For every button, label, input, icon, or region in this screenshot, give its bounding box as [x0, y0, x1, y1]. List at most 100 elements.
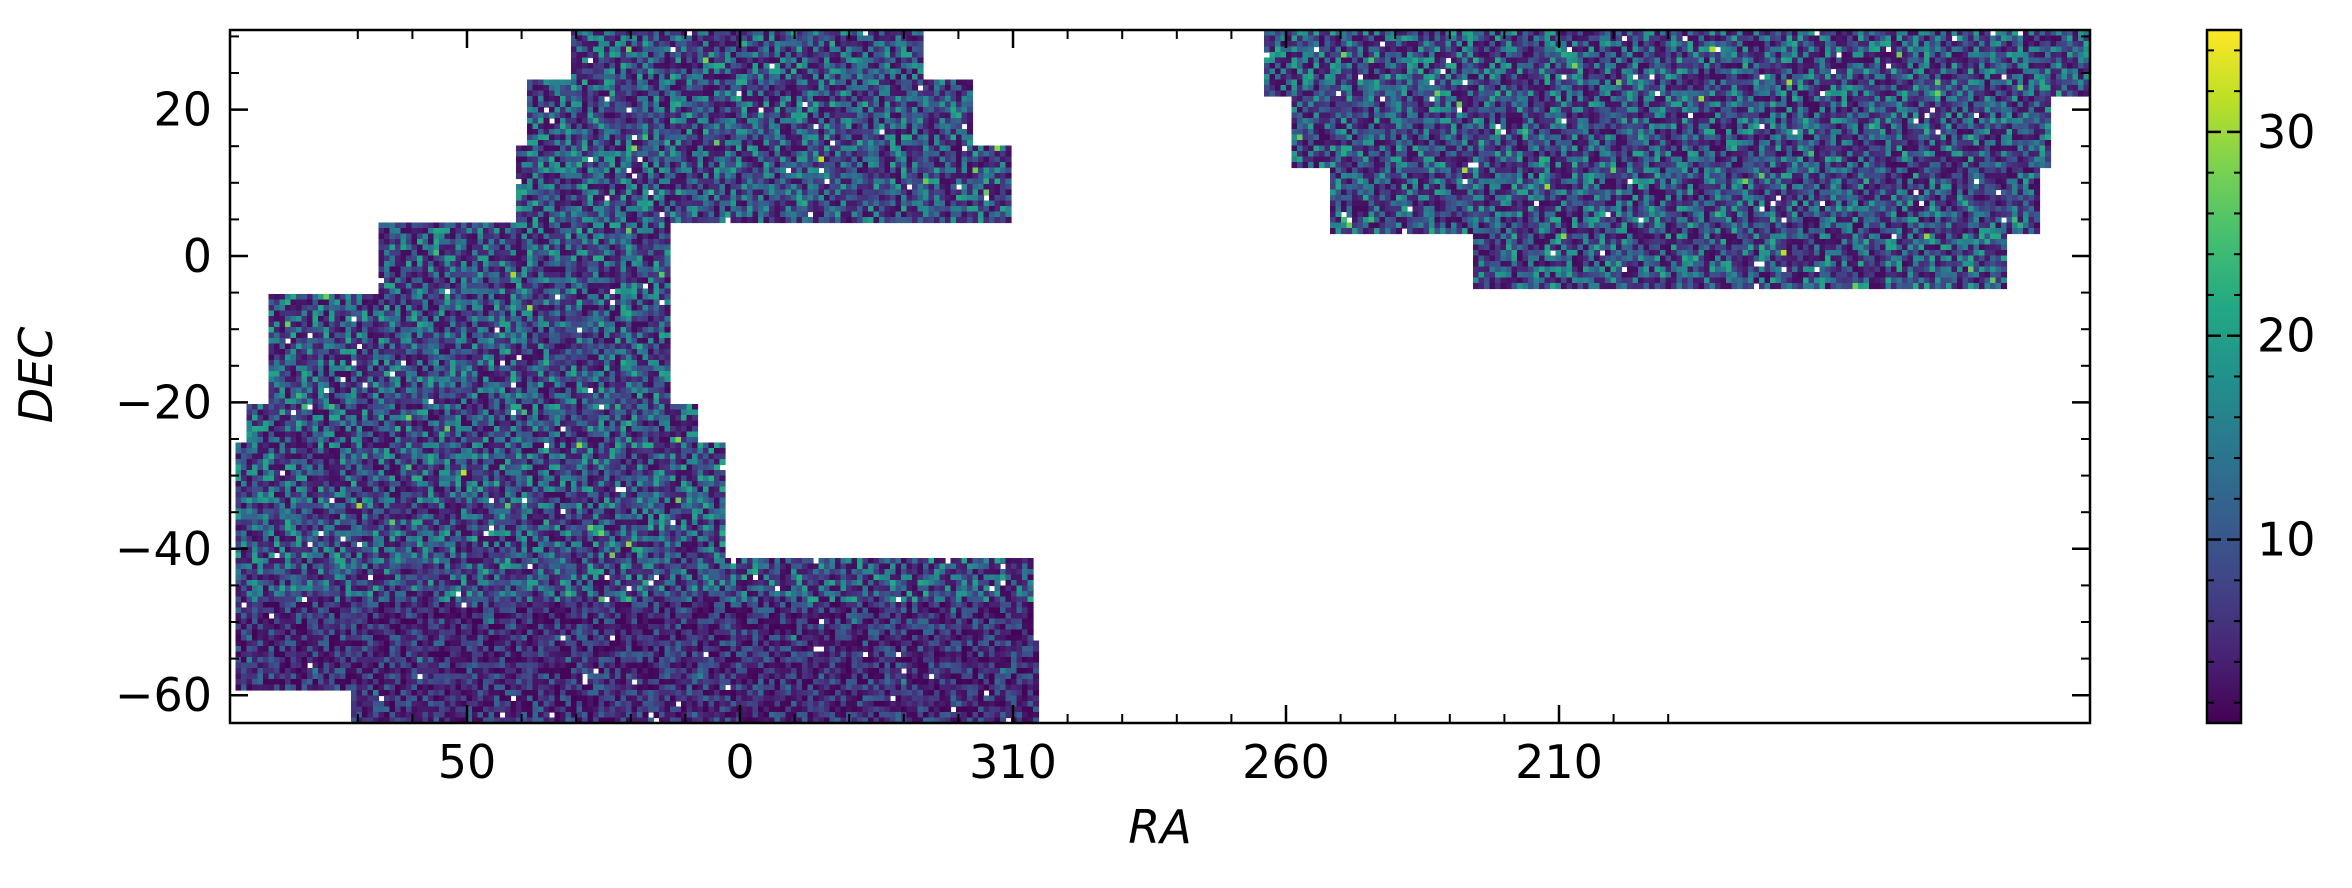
heatmap-cell — [2078, 58, 2084, 64]
heatmap-cell — [901, 113, 907, 119]
heatmap-cell — [1853, 146, 1859, 152]
heatmap-cell — [676, 96, 682, 102]
heatmap-cell — [648, 102, 654, 108]
heatmap-cell — [2051, 91, 2057, 97]
heatmap-cell — [780, 91, 786, 97]
heatmap-cell — [1836, 63, 1842, 69]
heatmap-cell — [2007, 63, 2013, 69]
heatmap-cell — [978, 146, 984, 152]
heatmap-cell — [1490, 69, 1496, 75]
heatmap-cell — [604, 58, 610, 64]
heatmap-cell — [1677, 47, 1683, 53]
heatmap-cell — [1787, 151, 1793, 157]
heatmap-cell — [1006, 151, 1012, 157]
heatmap-cell — [1963, 135, 1969, 141]
heatmap-cell — [637, 118, 643, 124]
heatmap-cell — [1759, 80, 1765, 86]
heatmap-cell — [2029, 135, 2035, 141]
heatmap-cell — [1704, 74, 1710, 80]
heatmap-cell — [1385, 107, 1391, 113]
heatmap-cell — [1446, 129, 1452, 135]
heatmap-cell — [868, 146, 874, 152]
heatmap-cell — [1457, 36, 1463, 42]
heatmap-cell — [1979, 102, 1985, 108]
heatmap-cell — [1985, 80, 1991, 86]
heatmap-cell — [1616, 107, 1622, 113]
heatmap-cell — [846, 41, 852, 47]
heatmap-cell — [1374, 113, 1380, 119]
heatmap-cell — [1341, 129, 1347, 135]
heatmap-cell — [1473, 58, 1479, 64]
heatmap-cell — [1913, 80, 1919, 86]
heatmap-cell — [1583, 74, 1589, 80]
heatmap-cell — [1325, 102, 1331, 108]
heatmap-cell — [731, 140, 737, 146]
heatmap-cell — [1479, 91, 1485, 97]
heatmap-cell — [956, 102, 962, 108]
heatmap-cell — [676, 63, 682, 69]
heatmap-cell — [775, 91, 781, 97]
heatmap-cell — [1930, 140, 1936, 146]
heatmap-cell — [659, 118, 665, 124]
heatmap-cell — [1611, 52, 1617, 58]
heatmap-cell — [1748, 80, 1754, 86]
heatmap-cell — [1495, 85, 1501, 91]
heatmap-cell — [637, 91, 643, 97]
heatmap-cell — [648, 85, 654, 91]
heatmap-cell — [758, 118, 764, 124]
heatmap-cell — [852, 36, 858, 42]
heatmap-cell — [698, 41, 704, 47]
heatmap-cell — [1726, 102, 1732, 108]
heatmap-cell — [2012, 91, 2018, 97]
heatmap-cell — [2012, 47, 2018, 53]
heatmap-cell — [791, 58, 797, 64]
heatmap-cell — [890, 118, 896, 124]
heatmap-cell — [1292, 118, 1298, 124]
heatmap-cell — [1897, 107, 1903, 113]
heatmap-cell — [544, 146, 550, 152]
heatmap-cell — [1974, 107, 1980, 113]
heatmap-cell — [692, 96, 698, 102]
heatmap-cell — [731, 52, 737, 58]
heatmap-cell — [852, 85, 858, 91]
heatmap-cell — [1897, 74, 1903, 80]
heatmap-cell — [659, 63, 665, 69]
heatmap-cell — [621, 69, 627, 75]
heatmap-cell — [769, 124, 775, 130]
heatmap-cell — [1440, 140, 1446, 146]
heatmap-cell — [1864, 102, 1870, 108]
heatmap-cell — [769, 58, 775, 64]
heatmap-cell — [560, 113, 566, 119]
heatmap-cell — [780, 36, 786, 42]
heatmap-cell — [2067, 58, 2073, 64]
heatmap-cell — [1919, 118, 1925, 124]
heatmap-cell — [747, 63, 753, 69]
heatmap-cell — [1677, 107, 1683, 113]
heatmap-cell — [918, 69, 924, 75]
heatmap-cell — [1347, 36, 1353, 42]
heatmap-cell — [1996, 85, 2002, 91]
heatmap-cell — [626, 47, 632, 53]
heatmap-cell — [1363, 129, 1369, 135]
heatmap-cell — [643, 129, 649, 135]
heatmap-cell — [890, 91, 896, 97]
heatmap-cell — [1671, 151, 1677, 157]
heatmap-cell — [1770, 151, 1776, 157]
heatmap-cell — [1479, 135, 1485, 141]
heatmap-cell — [1352, 85, 1358, 91]
heatmap-cell — [1820, 124, 1826, 130]
heatmap-cell — [1330, 146, 1336, 152]
heatmap-cell — [1567, 96, 1573, 102]
heatmap-cell — [1699, 102, 1705, 108]
heatmap-cell — [758, 129, 764, 135]
heatmap-cell — [1380, 36, 1386, 42]
heatmap-cell — [610, 107, 616, 113]
heatmap-cell — [1627, 36, 1633, 42]
heatmap-cell — [852, 129, 858, 135]
heatmap-cell — [1649, 52, 1655, 58]
heatmap-cell — [2007, 58, 2013, 64]
heatmap-cell — [1429, 135, 1435, 141]
heatmap-cell — [890, 69, 896, 75]
heatmap-cell — [1352, 135, 1358, 141]
heatmap-cell — [1710, 91, 1716, 97]
